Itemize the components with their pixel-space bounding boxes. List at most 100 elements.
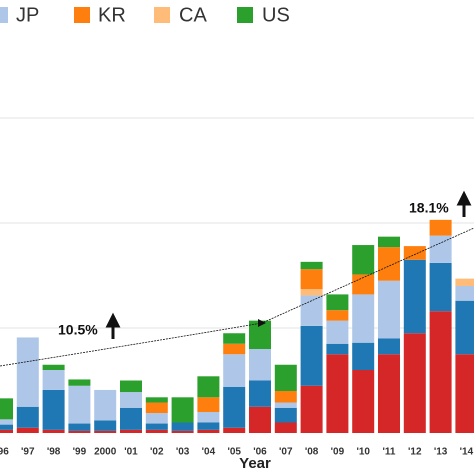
bar-segment — [197, 397, 220, 412]
bar-segment — [274, 402, 297, 408]
x-tick-label: '02 — [150, 447, 164, 458]
bar-segment — [429, 235, 452, 263]
legend-label: CA — [179, 4, 207, 26]
bar-segment — [145, 423, 168, 430]
x-ticks: '96 '97 '98 '99 2000 '01 '02 '03 '04 '05 '06 '07 '08… — [0, 447, 474, 458]
bar-segment — [300, 385, 323, 433]
bar-segment — [403, 333, 426, 433]
bar-segment — [403, 259, 426, 334]
bar-segment — [326, 354, 349, 433]
bar-segment — [68, 423, 91, 431]
bar-segment — [16, 337, 39, 407]
bar-segment — [326, 310, 349, 321]
legend-swatch — [154, 7, 170, 23]
bar-segment — [352, 274, 375, 295]
bar-segment — [42, 364, 65, 370]
bar-segment — [429, 262, 452, 312]
bar-segment — [326, 294, 349, 311]
bar-segment — [352, 370, 375, 433]
x-tick-label: '05 — [227, 447, 241, 458]
bar-segment — [120, 429, 142, 433]
bar-segment — [274, 422, 297, 433]
bar-segment — [171, 422, 194, 431]
up-arrow — [105, 312, 121, 339]
bar-segment — [68, 379, 91, 386]
bar-segment — [249, 406, 271, 433]
bar-segment — [171, 397, 194, 423]
bar-segment — [145, 397, 168, 403]
bar-segment — [197, 429, 220, 433]
bar-segment — [223, 333, 246, 344]
bar-segment — [429, 219, 452, 236]
bar-segment — [42, 370, 65, 390]
bar-segment — [68, 385, 91, 424]
up-arrow — [456, 190, 472, 217]
bar-segment — [0, 398, 13, 420]
bar-segment — [94, 389, 117, 421]
bar-segment — [274, 364, 297, 391]
legend-label: US — [262, 4, 290, 26]
bars — [0, 219, 474, 433]
bar-segment — [223, 427, 246, 433]
bar-segment — [145, 429, 168, 433]
bar-segment — [94, 420, 117, 431]
x-tick-label: '03 — [176, 447, 190, 458]
x-tick-label: '99 — [73, 447, 87, 458]
bar-segment — [16, 427, 39, 433]
legend-swatch — [74, 7, 90, 23]
x-tick-label: '01 — [124, 447, 138, 458]
x-tick-label: '11 — [383, 447, 396, 458]
bar-segment — [378, 247, 400, 281]
grid — [0, 117, 474, 329]
bar-segment — [378, 354, 400, 433]
legend-swatch — [0, 7, 8, 23]
bar-segment — [378, 338, 400, 355]
x-tick-label: '06 — [253, 447, 267, 458]
bar-segment — [300, 289, 323, 296]
bar-segment — [94, 430, 117, 433]
bar-segment — [223, 354, 246, 387]
x-tick-label: '04 — [202, 447, 216, 458]
bar-segment — [42, 429, 65, 433]
bar-segment — [326, 343, 349, 355]
bar-segment — [223, 386, 246, 428]
legend-swatch — [237, 7, 253, 23]
bar-segment — [455, 354, 474, 433]
x-axis-title: Year — [239, 455, 271, 472]
bar-segment — [455, 300, 474, 355]
bar-segment — [223, 343, 246, 355]
x-tick-label: '13 — [434, 447, 448, 458]
bar-segment — [300, 325, 323, 386]
bar-segment — [429, 311, 452, 433]
bar-segment — [120, 392, 142, 408]
bar-segment — [145, 413, 168, 424]
bar-segment — [249, 380, 271, 407]
x-tick-label: '14 — [460, 447, 474, 458]
bar-segment — [352, 342, 375, 370]
bar-segment — [300, 295, 323, 326]
bar-segment — [0, 429, 13, 433]
legend-label: KR — [98, 4, 126, 26]
bar-segment — [16, 406, 39, 428]
bar-segment — [249, 349, 271, 381]
x-tick-label: '96 — [0, 447, 9, 458]
bar-segment — [249, 320, 271, 349]
x-tick-label: '97 — [21, 447, 35, 458]
bar-segment — [352, 245, 375, 275]
bar-segment — [68, 430, 91, 433]
x-tick-label: '98 — [47, 447, 61, 458]
bar-segment — [197, 422, 220, 430]
legend: JP KR CA US — [0, 4, 290, 26]
bar-segment — [352, 294, 375, 343]
bar-segment — [171, 430, 194, 433]
x-tick-label: '12 — [408, 447, 422, 458]
bar-segment — [42, 389, 65, 430]
x-tick-label: '10 — [356, 447, 370, 458]
legend-label: JP — [16, 4, 39, 26]
x-tick-label: 2000 — [94, 447, 117, 458]
bar-segment — [274, 391, 297, 403]
bar-segment — [300, 269, 323, 290]
bar-segment — [145, 402, 168, 414]
bar-segment — [378, 280, 400, 339]
